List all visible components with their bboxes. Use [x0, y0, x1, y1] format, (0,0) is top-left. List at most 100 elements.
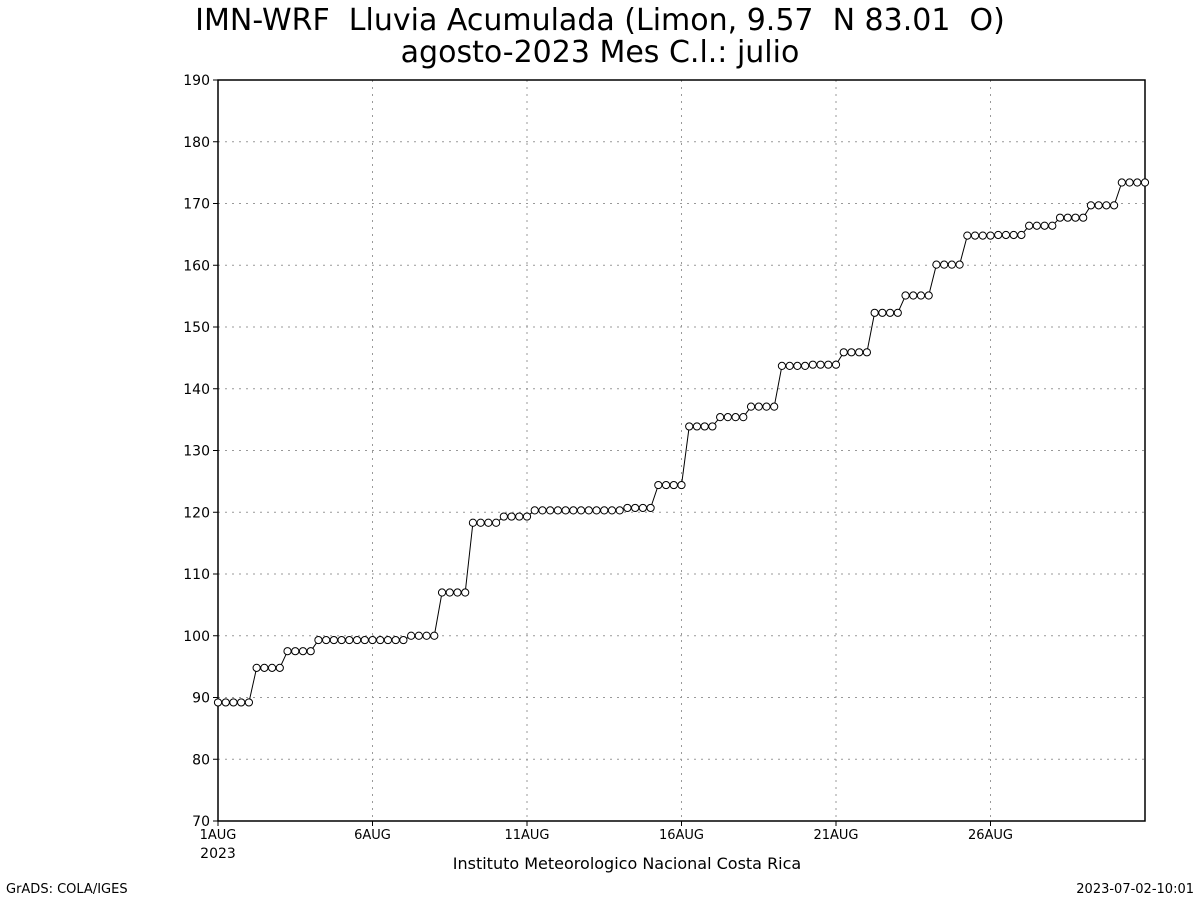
- data-point: [963, 231, 972, 240]
- data-point: [530, 506, 539, 515]
- x-tick-label: 11AUG: [504, 828, 549, 843]
- y-tick-label: 120: [183, 505, 210, 521]
- data-point: [298, 647, 308, 656]
- data-point: [1117, 178, 1126, 187]
- data-point: [661, 480, 671, 490]
- data-point: [345, 635, 354, 645]
- data-point: [924, 291, 933, 300]
- data-point: [1001, 230, 1011, 240]
- data-point: [746, 402, 756, 411]
- timestamp: 2023-07-02-10:01: [1076, 882, 1194, 897]
- data-point: [916, 291, 926, 300]
- data-point: [553, 506, 563, 515]
- data-point: [445, 588, 454, 597]
- data-point: [376, 635, 385, 645]
- data-point: [1048, 221, 1057, 230]
- data-point: [221, 698, 230, 707]
- y-tick-label: 100: [183, 629, 210, 645]
- data-point: [1140, 178, 1150, 187]
- chart-title: IMN-WRF Lluvia Acumulada (Limon, 9.57 N …: [195, 3, 1005, 38]
- data-point: [1071, 213, 1080, 222]
- data-point: [522, 512, 532, 521]
- data-point: [1055, 213, 1065, 222]
- data-point: [831, 360, 841, 369]
- data-point: [1063, 213, 1072, 222]
- data-point: [600, 506, 609, 515]
- data-point: [669, 480, 678, 490]
- data-point: [399, 635, 408, 645]
- data-point: [584, 506, 593, 515]
- data-point: [213, 698, 223, 707]
- data-point: [816, 360, 825, 369]
- data-point: [801, 361, 810, 371]
- data-point: [654, 480, 663, 490]
- data-point: [252, 663, 261, 672]
- y-tick-label: 70: [192, 814, 210, 830]
- data-point: [909, 291, 918, 300]
- data-point: [970, 231, 980, 240]
- data-point: [430, 631, 439, 640]
- data-point: [770, 402, 779, 411]
- data-point: [1110, 201, 1119, 210]
- data-point: [368, 635, 377, 645]
- data-point: [777, 361, 787, 371]
- data-point: [731, 413, 740, 422]
- data-point: [1017, 230, 1026, 240]
- data-point: [986, 231, 995, 240]
- data-point: [893, 308, 902, 317]
- y-tick-label: 170: [183, 197, 210, 213]
- data-point: [677, 480, 686, 490]
- data-point: [1125, 178, 1134, 187]
- data-point: [538, 506, 547, 515]
- data-point: [723, 413, 732, 422]
- data-point: [453, 588, 462, 597]
- institution-credit: Instituto Meteorologico Nacional Costa R…: [452, 854, 802, 873]
- series-line: [218, 182, 1145, 703]
- data-point: [492, 518, 501, 527]
- x-tick-label: 1AUG: [200, 828, 237, 843]
- y-tick-label: 110: [183, 567, 210, 583]
- data-point: [708, 422, 717, 431]
- data-point: [839, 348, 848, 357]
- x-tick-label: 21AUG: [813, 828, 858, 843]
- data-point: [716, 413, 725, 422]
- data-point: [437, 588, 447, 597]
- data-point: [607, 506, 617, 515]
- data-point: [383, 635, 393, 645]
- data-point: [847, 348, 856, 357]
- data-point: [862, 348, 872, 357]
- data-point: [1009, 230, 1018, 240]
- data-point: [260, 663, 269, 672]
- data-point: [244, 698, 253, 707]
- data-point: [484, 518, 493, 527]
- data-point: [1086, 201, 1096, 210]
- data-point: [631, 503, 640, 513]
- data-point: [1025, 221, 1034, 230]
- data-point: [685, 422, 694, 431]
- data-point: [785, 361, 794, 371]
- y-tick-label: 160: [183, 258, 210, 274]
- data-point: [576, 506, 586, 515]
- data-point: [322, 635, 331, 645]
- data-point: [414, 631, 423, 640]
- data-point: [267, 663, 277, 672]
- data-point: [994, 230, 1003, 240]
- x-tick-label: 26AUG: [968, 828, 1013, 843]
- data-point: [955, 260, 964, 269]
- y-tick-label: 90: [192, 691, 210, 707]
- data-point: [229, 698, 238, 707]
- data-point: [978, 231, 987, 240]
- data-point: [878, 308, 887, 317]
- data-point: [507, 512, 516, 521]
- data-point: [754, 402, 763, 411]
- data-point: [569, 506, 578, 515]
- data-point: [461, 588, 470, 597]
- data-point: [808, 360, 817, 369]
- data-point: [932, 260, 941, 269]
- data-point: [352, 635, 362, 645]
- data-point: [638, 503, 647, 513]
- data-point: [1032, 221, 1041, 230]
- data-point: [885, 308, 895, 317]
- data-point: [291, 647, 300, 656]
